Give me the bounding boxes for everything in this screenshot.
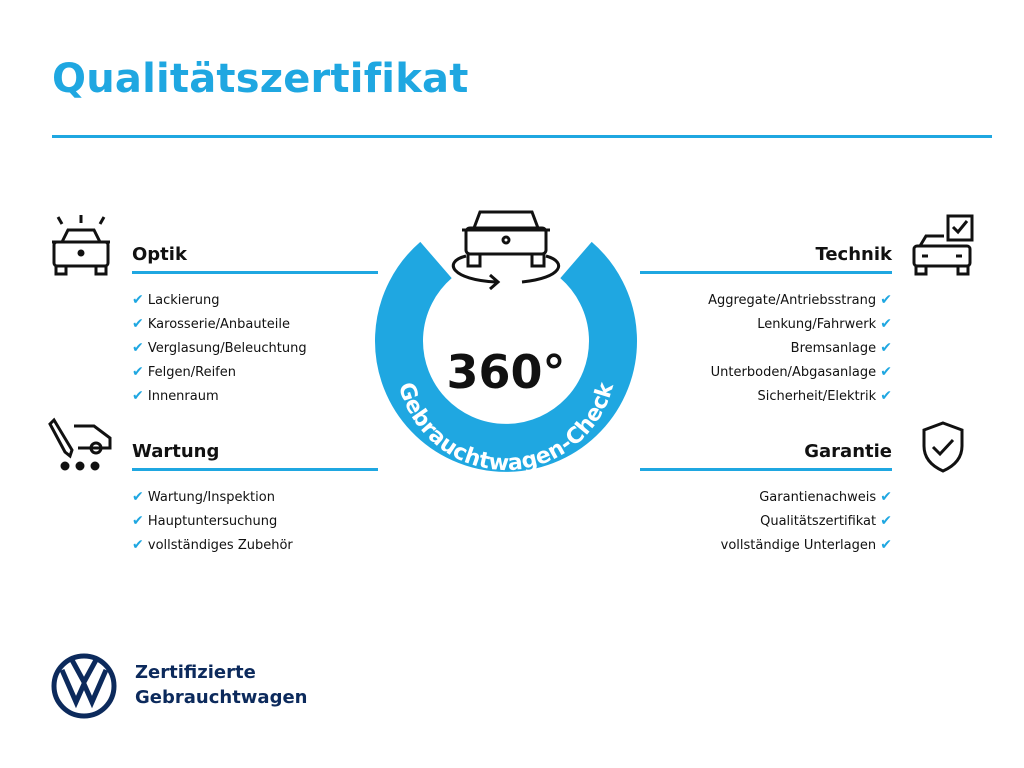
- 360-label: 360°: [446, 345, 565, 399]
- list-item: Lenkung/Fahrwerk ✔: [757, 316, 892, 332]
- check-icon: ✔: [880, 292, 892, 308]
- maintenance-car-icon: [48, 417, 112, 471]
- check-icon: ✔: [132, 537, 144, 553]
- list-item: Garantienachweis ✔: [759, 489, 892, 505]
- vw-logo: [51, 653, 117, 719]
- list-item: Aggregate/Antriebsstrang ✔: [708, 292, 892, 308]
- list-item: Bremsanlage ✔: [790, 340, 892, 356]
- section-wartung: Wartung ✔ Wartung/Inspektion ✔ Hauptunte…: [132, 441, 378, 557]
- check-icon: ✔: [132, 340, 144, 356]
- section-divider: [640, 468, 892, 471]
- section-heading: Garantie: [804, 441, 892, 462]
- list-item: Unterboden/Abgasanlage ✔: [710, 364, 892, 380]
- section-heading: Optik: [132, 244, 187, 265]
- list-item: vollständige Unterlagen ✔: [720, 537, 892, 553]
- list-item: ✔ Hauptuntersuchung: [132, 513, 278, 529]
- car-lights-icon: [52, 215, 110, 276]
- check-icon: ✔: [132, 316, 144, 332]
- list-item: Qualitätszertifikat ✔: [760, 513, 892, 529]
- check-icon: ✔: [880, 537, 892, 553]
- list-item: ✔ Verglasung/Beleuchtung: [132, 340, 307, 356]
- check-icon: ✔: [132, 513, 144, 529]
- car-checklist-icon: [912, 214, 974, 276]
- section-divider: [132, 271, 378, 274]
- list-item: ✔ Innenraum: [132, 388, 219, 404]
- page-title: Qualitätszertifikat: [52, 56, 469, 102]
- check-icon: ✔: [132, 292, 144, 308]
- check-icon: ✔: [132, 388, 144, 404]
- shield-check-icon: [922, 421, 964, 473]
- check-icon: ✔: [880, 489, 892, 505]
- section-divider: [132, 468, 378, 471]
- list-item: ✔ vollständiges Zubehör: [132, 537, 293, 553]
- 360-check-badge: 360° Gebrauchtwagen-Check: [375, 210, 637, 476]
- brand-text: Zertifizierte Gebrauchtwagen: [135, 662, 308, 708]
- list-item: ✔ Felgen/Reifen: [132, 364, 236, 380]
- list-item: ✔ Wartung/Inspektion: [132, 489, 275, 505]
- section-garantie: Garantie Garantienachweis ✔ Qualitätszer…: [640, 441, 892, 557]
- title-divider: [52, 135, 992, 138]
- list-item: Sicherheit/Elektrik ✔: [757, 388, 893, 404]
- check-icon: ✔: [880, 364, 892, 380]
- check-icon: ✔: [880, 316, 892, 332]
- check-icon: ✔: [880, 340, 892, 356]
- list-item: ✔ Karosserie/Anbauteile: [132, 316, 290, 332]
- badge-ring: [375, 241, 637, 472]
- section-divider: [640, 271, 892, 274]
- rotating-car-icon: [452, 210, 560, 291]
- check-icon: ✔: [880, 388, 892, 404]
- section-heading: Wartung: [132, 441, 220, 462]
- check-icon: ✔: [880, 513, 892, 529]
- section-heading: Technik: [815, 244, 892, 265]
- check-icon: ✔: [132, 364, 144, 380]
- list-item: ✔ Lackierung: [132, 292, 220, 308]
- section-optik: Optik ✔ Lackierung ✔ Karosserie/Anbautei…: [132, 244, 378, 408]
- check-icon: ✔: [132, 489, 144, 505]
- section-technik: Technik Aggregate/Antriebsstrang ✔ Lenku…: [640, 244, 892, 408]
